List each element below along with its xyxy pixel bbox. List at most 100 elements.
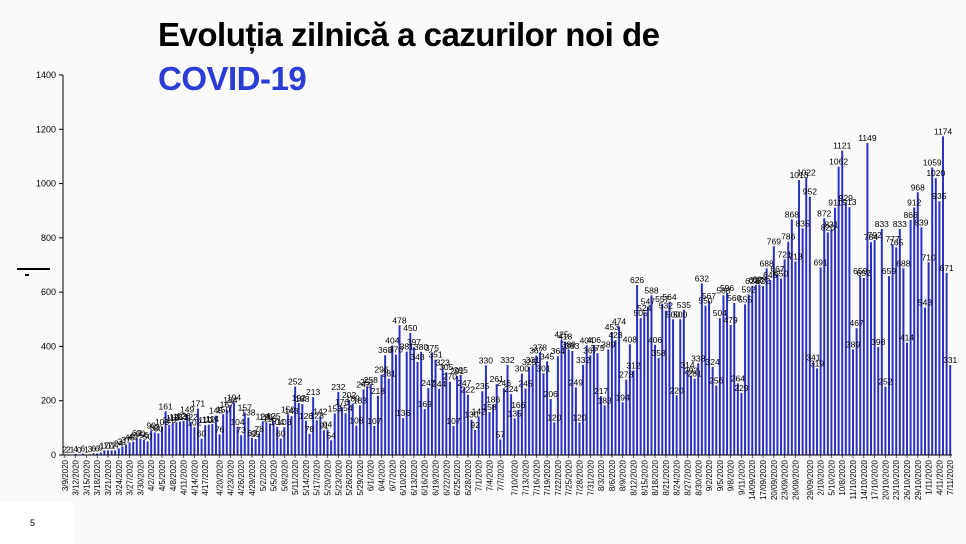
- data-label: 114: [206, 414, 220, 424]
- x-tick-label: 7/28/2020: [575, 459, 584, 495]
- data-label: 92: [470, 420, 480, 430]
- data-label: 242: [356, 379, 370, 389]
- data-label: 367: [529, 345, 543, 355]
- bar: [182, 420, 185, 455]
- data-label: 833: [893, 219, 907, 229]
- bar: [837, 166, 840, 456]
- data-label: 567: [702, 291, 716, 301]
- x-tick-label: 6/1/2020: [367, 459, 376, 491]
- data-label: 91: [319, 420, 329, 430]
- bar: [107, 450, 109, 455]
- bar: [250, 437, 253, 455]
- bar: [175, 422, 178, 455]
- data-label: 0: [77, 445, 82, 455]
- bar: [715, 385, 718, 455]
- data-label: 650: [774, 269, 788, 279]
- bar: [902, 268, 905, 455]
- x-tick-label: 6/4/2020: [378, 459, 387, 491]
- bar: [110, 450, 113, 455]
- data-label: 256: [709, 376, 723, 386]
- bar: [945, 272, 948, 455]
- bar: [618, 326, 621, 455]
- data-label: 626: [630, 275, 644, 285]
- y-tick-label: 1400: [36, 70, 56, 80]
- x-tick-label: 14/10/2020: [860, 459, 869, 500]
- data-label: 102: [187, 417, 201, 427]
- x-tick-label: 4/29/2020: [248, 459, 257, 495]
- x-tick-label: 1/11/2020: [925, 459, 934, 495]
- x-tick-label: 7/16/2020: [532, 459, 541, 495]
- bar: [466, 394, 469, 455]
- data-label: 872: [817, 208, 831, 218]
- bar: [81, 453, 84, 455]
- bar: [474, 430, 477, 455]
- x-tick-label: 6/16/2020: [421, 459, 430, 495]
- x-tick-label: 17/09/2020: [759, 459, 768, 500]
- data-label: 6: [95, 443, 100, 453]
- bar: [711, 367, 714, 455]
- bar: [553, 422, 556, 455]
- bar: [927, 262, 930, 455]
- bar: [934, 178, 937, 455]
- data-label: 59: [251, 429, 261, 439]
- bars: [63, 136, 952, 456]
- bar: [135, 438, 138, 455]
- bar: [326, 429, 329, 455]
- data-label: 622: [756, 276, 770, 286]
- bar: [193, 427, 196, 455]
- bar: [222, 414, 225, 455]
- data-label: 281: [382, 369, 396, 379]
- data-label: 150: [281, 404, 295, 414]
- data-label: 592: [742, 284, 756, 294]
- data-label: 301: [536, 363, 550, 373]
- bar: [564, 341, 567, 455]
- data-label: 143: [284, 406, 298, 416]
- bar: [312, 397, 315, 455]
- x-tick-label: 3/12/2020: [72, 459, 81, 495]
- data-label: 2: [66, 444, 71, 454]
- data-label: 952: [803, 187, 817, 197]
- data-label: 158: [482, 402, 496, 412]
- x-tick-label: 9/8/2020: [727, 459, 736, 491]
- bar: [427, 387, 430, 455]
- bar: [513, 418, 516, 455]
- bar: [322, 430, 325, 455]
- bar: [571, 351, 574, 455]
- bar: [812, 362, 815, 455]
- x-tick-label: 3/21/2020: [104, 459, 113, 495]
- bar: [402, 418, 405, 455]
- bar: [790, 219, 793, 455]
- data-label: 130: [464, 410, 478, 420]
- bar: [769, 279, 772, 455]
- x-tick-label: 8/27/2020: [683, 459, 692, 495]
- bar: [578, 422, 581, 455]
- bar: [672, 319, 675, 455]
- data-label: 120: [547, 412, 561, 422]
- data-label: 792: [868, 230, 882, 240]
- bar: [196, 408, 199, 455]
- bar: [297, 402, 300, 455]
- bar: [330, 440, 333, 455]
- bar: [646, 306, 649, 455]
- x-tick-label: 7/25/2020: [565, 459, 574, 495]
- bar: [783, 259, 786, 455]
- bar: [315, 420, 318, 455]
- data-label: 343: [410, 352, 424, 362]
- data-label: 57: [496, 430, 506, 440]
- x-tick-label: 5/20/2020: [324, 459, 333, 495]
- x-tick-label: 4/5/2020: [158, 459, 167, 491]
- data-label: 777: [886, 234, 900, 244]
- x-tick-label: 4/11/2020: [935, 459, 944, 495]
- bar: [880, 228, 883, 455]
- data-label: 220: [670, 385, 684, 395]
- x-tick-label: 4/17/2020: [201, 459, 210, 495]
- data-label: 247: [421, 378, 435, 388]
- data-label: 500: [666, 309, 680, 319]
- data-label: 3: [88, 444, 93, 454]
- bar: [589, 355, 592, 455]
- data-label: 73: [236, 425, 246, 435]
- data-label: 116: [263, 414, 277, 424]
- bar: [492, 404, 495, 455]
- x-tick-label: 7/11/2020: [946, 459, 955, 495]
- bar: [931, 167, 934, 455]
